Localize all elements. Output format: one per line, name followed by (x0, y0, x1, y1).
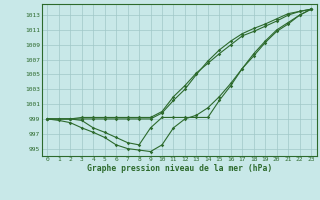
X-axis label: Graphe pression niveau de la mer (hPa): Graphe pression niveau de la mer (hPa) (87, 164, 272, 173)
